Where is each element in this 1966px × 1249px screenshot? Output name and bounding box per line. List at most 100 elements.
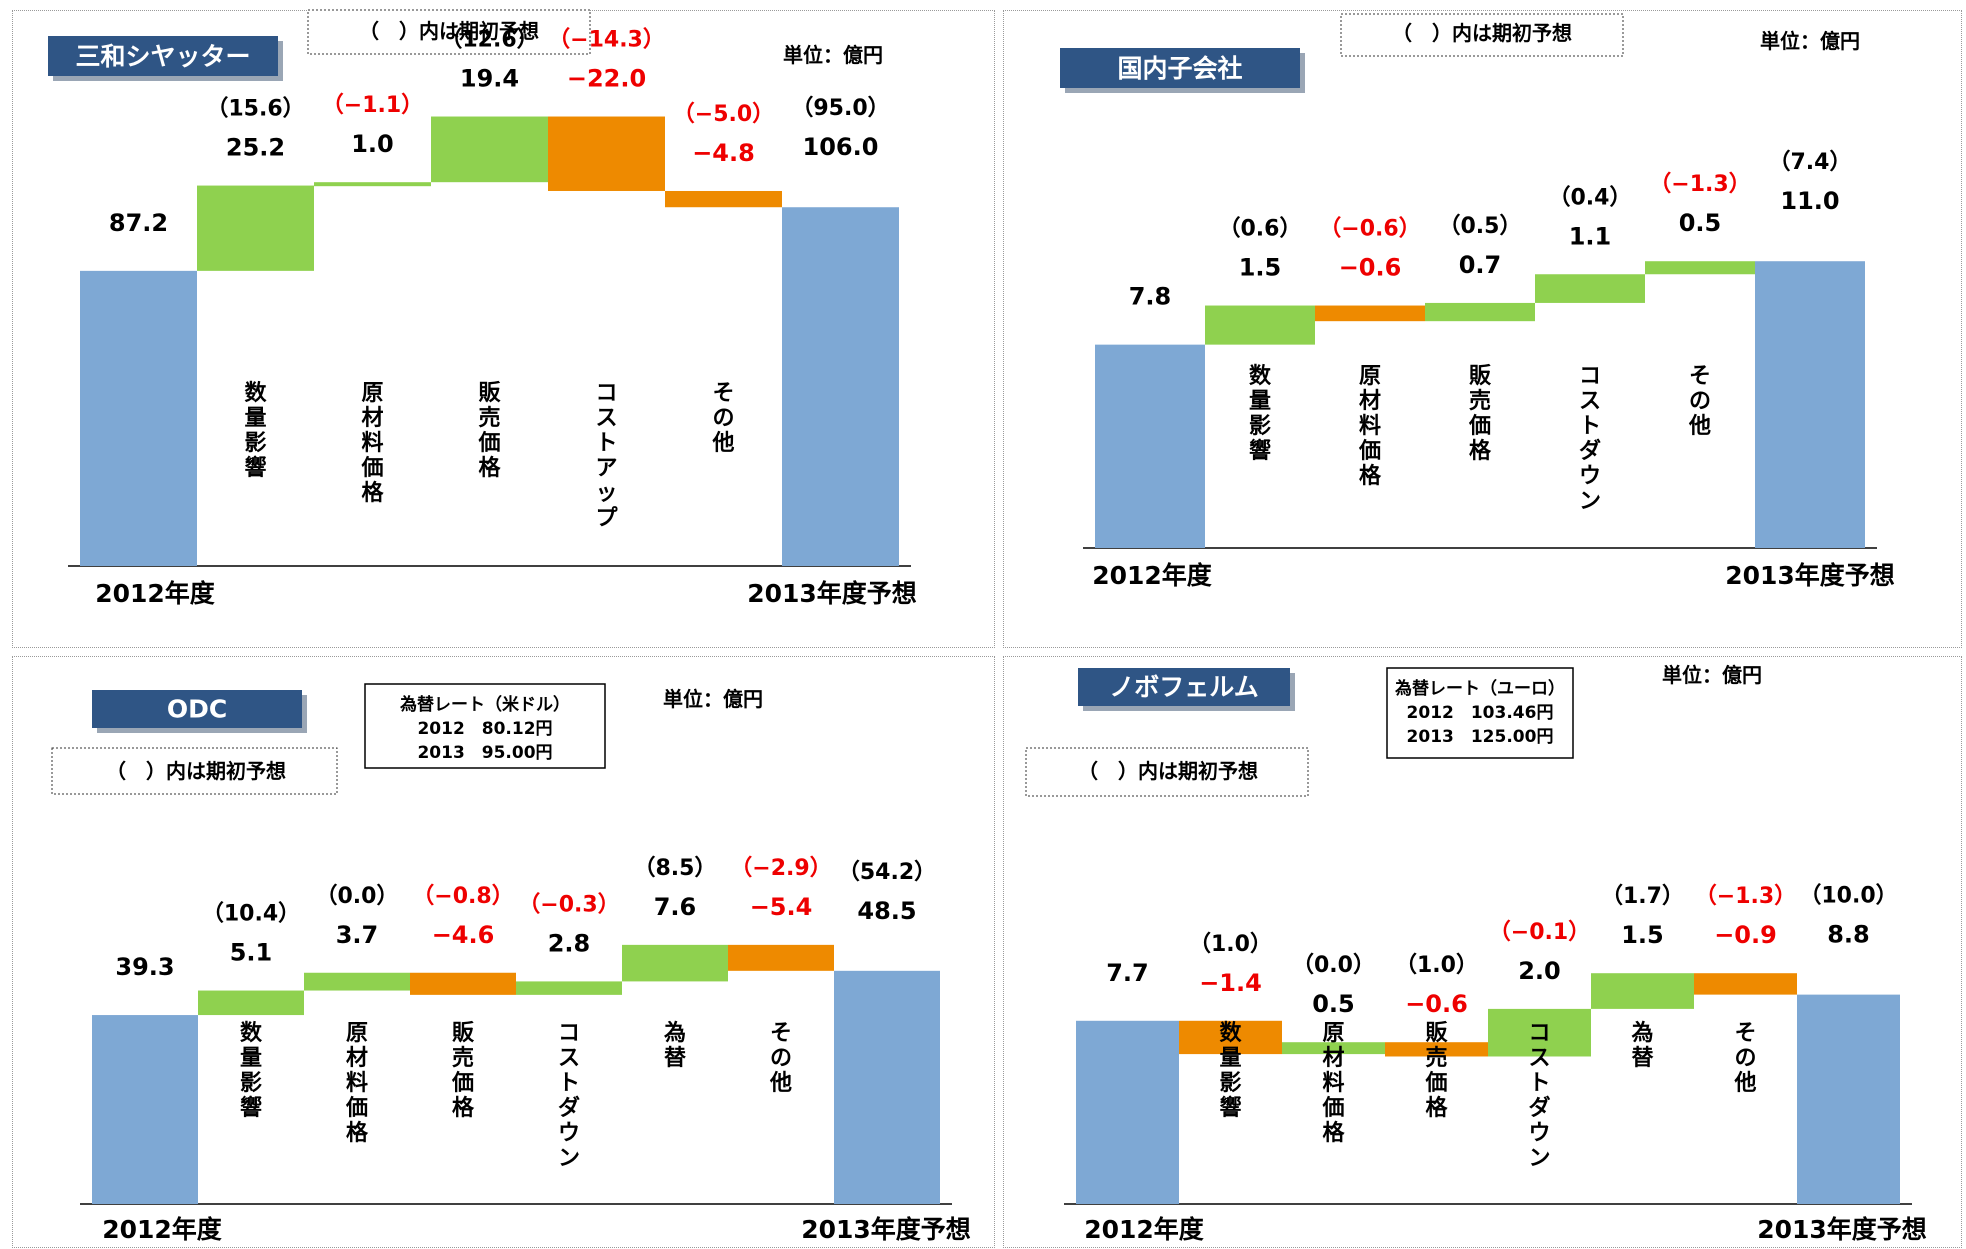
value-label: 0.7 xyxy=(1459,251,1502,279)
plan-label: （0.6） xyxy=(1219,217,1302,242)
svg-text:数: 数 xyxy=(240,1020,263,1046)
value-label: 2.0 xyxy=(1518,957,1561,985)
value-label: 1.0 xyxy=(351,130,394,158)
unit-label: 単位：億円 xyxy=(1662,663,1762,687)
plan-label: （1.0） xyxy=(1189,932,1272,957)
plan-label: （95.0） xyxy=(791,96,889,121)
plan-label: （1.7） xyxy=(1601,884,1684,909)
bar-step xyxy=(622,944,728,982)
value-label: 11.0 xyxy=(1780,187,1839,215)
svg-text:原: 原 xyxy=(346,1021,368,1046)
value-label: 7.8 xyxy=(1129,283,1172,311)
svg-text:売: 売 xyxy=(452,1045,474,1071)
svg-text:格: 格 xyxy=(1359,463,1382,489)
bar-step xyxy=(1535,274,1645,303)
start-label: 2012年度 xyxy=(95,579,215,608)
svg-text:の: の xyxy=(1689,389,1711,414)
svg-text:販: 販 xyxy=(452,1021,475,1046)
svg-text:原: 原 xyxy=(1322,1021,1344,1046)
chart-title-badge xyxy=(1060,48,1300,88)
chart-title: 国内子会社 xyxy=(1117,54,1242,83)
bar-end xyxy=(1797,994,1900,1204)
end-label: 2013年度予想 xyxy=(747,579,917,608)
plan-label: （1.0） xyxy=(1395,953,1478,978)
svg-text:コ: コ xyxy=(595,381,617,406)
value-label: 1.1 xyxy=(1569,222,1612,250)
svg-text:販: 販 xyxy=(1469,364,1492,389)
bar-step xyxy=(1179,1020,1282,1055)
rate-box xyxy=(1386,667,1574,759)
svg-text:ス: ス xyxy=(1579,389,1601,414)
svg-text:そ: そ xyxy=(712,381,734,406)
svg-text:ス: ス xyxy=(595,406,617,431)
bar-step xyxy=(1645,261,1755,275)
bar-step xyxy=(197,185,314,271)
bar-end xyxy=(834,970,940,1204)
bar-step xyxy=(431,116,548,183)
svg-text:響: 響 xyxy=(1249,438,1271,464)
svg-text:価: 価 xyxy=(1468,414,1491,439)
svg-text:格: 格 xyxy=(361,480,384,506)
note-box xyxy=(307,9,591,55)
plan-label: （−0.1） xyxy=(1489,920,1590,945)
rate-box-row: 2012 103.46円 xyxy=(1407,703,1554,723)
plan-label: （7.4） xyxy=(1769,150,1852,175)
svg-text:料: 料 xyxy=(346,1071,368,1096)
value-label: −0.9 xyxy=(1714,921,1777,949)
value-label: 0.5 xyxy=(1679,209,1722,237)
svg-text:料: 料 xyxy=(1359,414,1381,439)
chart-title-badge xyxy=(1078,668,1290,706)
bar-step xyxy=(728,944,834,971)
svg-text:価: 価 xyxy=(451,1071,474,1096)
bar-step xyxy=(516,981,622,995)
svg-text:量: 量 xyxy=(244,406,266,431)
svg-text:ウ: ウ xyxy=(1528,1121,1550,1146)
svg-text:販: 販 xyxy=(1425,1021,1448,1046)
bar-step xyxy=(1385,1042,1488,1057)
svg-text:ダ: ダ xyxy=(1528,1095,1550,1121)
svg-text:ダ: ダ xyxy=(1579,438,1601,464)
value-label: 1.5 xyxy=(1621,921,1664,949)
plan-label: （10.4） xyxy=(202,902,300,927)
svg-text:の: の xyxy=(1734,1046,1756,1071)
chart-title-badge xyxy=(92,690,302,728)
svg-text:他: 他 xyxy=(1733,1071,1756,1096)
svg-text:コ: コ xyxy=(558,1021,580,1046)
category-label: その他 xyxy=(1733,1021,1756,1096)
value-label: −22.0 xyxy=(567,65,646,93)
bar-step xyxy=(1205,305,1315,345)
value-label: 87.2 xyxy=(109,209,168,237)
plan-label: （0.4） xyxy=(1549,185,1632,210)
svg-text:ト: ト xyxy=(1579,414,1601,439)
bar-step xyxy=(198,990,304,1016)
unit-label: 単位：億円 xyxy=(663,687,763,711)
value-label: −0.6 xyxy=(1339,254,1402,282)
plan-label: （−1.3） xyxy=(1695,884,1796,909)
svg-text:ン: ン xyxy=(1528,1146,1550,1171)
svg-text:格: 格 xyxy=(478,455,501,481)
svg-text:価: 価 xyxy=(360,456,383,481)
svg-text:価: 価 xyxy=(1321,1096,1344,1121)
svg-text:そ: そ xyxy=(1689,364,1711,389)
plan-label: （15.6） xyxy=(206,97,304,122)
value-label: −5.4 xyxy=(750,893,813,921)
plan-label: （−5.0） xyxy=(673,102,774,127)
svg-text:ト: ト xyxy=(1528,1071,1550,1096)
svg-text:格: 格 xyxy=(346,1120,369,1146)
svg-text:ト: ト xyxy=(558,1071,580,1096)
plan-label: （8.5） xyxy=(634,856,717,881)
bar-step xyxy=(665,190,782,208)
note-box xyxy=(1025,747,1309,797)
svg-text:影: 影 xyxy=(1249,414,1271,439)
value-label: 0.5 xyxy=(1312,990,1355,1018)
svg-text:ダ: ダ xyxy=(558,1095,580,1121)
value-label: 1.5 xyxy=(1239,254,1282,282)
rate-box xyxy=(364,683,606,769)
bar-step xyxy=(304,972,410,991)
